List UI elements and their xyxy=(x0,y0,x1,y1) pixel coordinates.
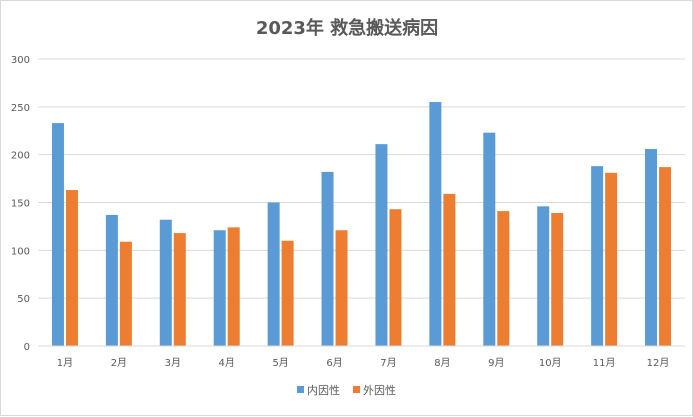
bar-internal xyxy=(105,214,118,346)
bar-internal xyxy=(429,102,442,346)
bar-external xyxy=(659,167,672,346)
gridlines xyxy=(38,58,685,299)
bar-internal xyxy=(375,144,388,346)
bar-external xyxy=(119,241,132,346)
x-tick-label: 11月 xyxy=(593,357,616,369)
bars xyxy=(51,102,672,346)
bar-internal xyxy=(537,206,550,346)
legend-label: 内因性 xyxy=(307,383,340,397)
bar-external xyxy=(335,230,348,346)
x-tick-label: 5月 xyxy=(272,357,288,369)
y-tick-label: 200 xyxy=(11,151,30,162)
bar-internal xyxy=(159,219,172,346)
y-tick-label: 50 xyxy=(17,294,30,305)
x-tick-label: 8月 xyxy=(434,357,450,369)
bar-external xyxy=(443,193,456,346)
bar-external xyxy=(281,240,294,346)
x-tick-label: 12月 xyxy=(647,357,670,369)
bar-external xyxy=(389,209,402,346)
y-axis-ticks: 0 50 100 150 200 250 300 xyxy=(11,55,30,353)
legend-item: 内因性 xyxy=(297,383,340,397)
bar-external xyxy=(173,233,186,346)
bar-internal xyxy=(645,148,658,346)
legend: 内因性 外因性 xyxy=(297,383,396,397)
bar-internal xyxy=(267,202,280,346)
bar-internal xyxy=(321,171,334,346)
chart-title: 2023年 救急搬送病因 xyxy=(256,17,438,39)
bar-internal xyxy=(483,132,496,346)
y-tick-label: 0 xyxy=(24,342,30,353)
x-tick-label: 7月 xyxy=(380,357,396,369)
legend-item: 外因性 xyxy=(353,383,396,397)
bar-external xyxy=(65,190,78,346)
bar-external xyxy=(551,213,564,346)
legend-swatch xyxy=(353,386,360,393)
y-tick-label: 150 xyxy=(11,199,30,210)
bar-external xyxy=(605,172,618,346)
x-tick-label: 9月 xyxy=(488,357,504,369)
y-tick-label: 100 xyxy=(11,246,30,257)
y-tick-label: 250 xyxy=(11,103,30,114)
x-tick-label: 1月 xyxy=(57,357,73,369)
x-tick-label: 2月 xyxy=(111,357,127,369)
bar-internal xyxy=(213,230,226,346)
y-tick-label: 300 xyxy=(11,55,30,66)
x-tick-label: 10月 xyxy=(539,357,562,369)
bar-internal xyxy=(51,123,64,346)
bar-external xyxy=(497,211,510,346)
bar-external xyxy=(227,227,240,346)
x-axis-ticks: 1月 2月 3月 4月 5月 6月 7月 8月 9月 10月 11月 12月 xyxy=(57,357,670,369)
x-tick-label: 3月 xyxy=(165,357,181,369)
legend-swatch xyxy=(297,386,304,393)
x-tick-label: 6月 xyxy=(326,357,342,369)
legend-label: 外因性 xyxy=(363,383,396,397)
bar-internal xyxy=(591,166,604,346)
x-tick-label: 4月 xyxy=(219,357,235,369)
